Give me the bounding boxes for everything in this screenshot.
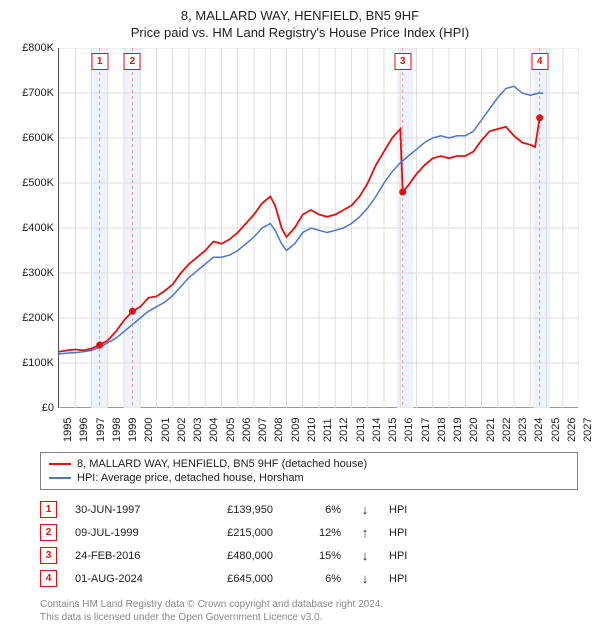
x-tick-label: 2021 bbox=[485, 418, 497, 442]
y-tick-label: £800K bbox=[22, 42, 54, 54]
chart-marker-badge: 1 bbox=[91, 53, 108, 70]
transaction-badge: 4 bbox=[40, 570, 57, 587]
transaction-pct: 15% bbox=[291, 550, 341, 562]
x-tick-label: 2008 bbox=[273, 418, 285, 442]
y-tick-label: £700K bbox=[22, 87, 54, 99]
footer-line-2: This data is licensed under the Open Gov… bbox=[40, 611, 578, 624]
x-tick-label: 2014 bbox=[371, 418, 383, 442]
x-tick-label: 2002 bbox=[176, 418, 188, 442]
transaction-date: 30-JUN-1997 bbox=[75, 504, 175, 516]
plot: 12 3 4 bbox=[58, 48, 578, 408]
arrow-down-icon: ↓ bbox=[359, 548, 371, 563]
x-tick-label: 2004 bbox=[208, 418, 220, 442]
transaction-hpi-label: HPI bbox=[389, 573, 419, 585]
legend-label: HPI: Average price, detached house, Hors… bbox=[77, 472, 304, 484]
chart-marker-badge: 3 bbox=[394, 53, 411, 70]
x-tick-label: 2011 bbox=[322, 418, 334, 442]
y-tick-label: £400K bbox=[22, 222, 54, 234]
x-tick-label: 2017 bbox=[420, 418, 432, 442]
x-axis: 1995 1996 1997 1998 1999 2000 2001 2002 2003 2004… bbox=[58, 408, 578, 448]
transaction-price: £139,950 bbox=[193, 504, 273, 516]
x-tick-label: 2005 bbox=[225, 418, 237, 442]
chart-subtitle: Price paid vs. HM Land Registry's House … bbox=[12, 25, 588, 40]
footer: Contains HM Land Registry data © Crown c… bbox=[40, 598, 578, 624]
legend-item: 8, MALLARD WAY, HENFIELD, BN5 9HF (detac… bbox=[49, 457, 569, 471]
x-tick-label: 1997 bbox=[95, 418, 107, 442]
x-tick-label: 2001 bbox=[160, 418, 172, 442]
x-tick-label: 2018 bbox=[436, 418, 448, 442]
y-tick-label: £200K bbox=[22, 312, 54, 324]
transaction-pct: 6% bbox=[291, 504, 341, 516]
transaction-price: £215,000 bbox=[193, 527, 273, 539]
transaction-badge: 3 bbox=[40, 547, 57, 564]
x-tick-label: 2016 bbox=[403, 418, 415, 442]
transaction-row: 1 30-JUN-1997 £139,950 6% ↓ HPI bbox=[40, 498, 578, 521]
x-tick-label: 2003 bbox=[192, 418, 204, 442]
chart-marker-badge: 2 bbox=[124, 53, 141, 70]
legend: 8, MALLARD WAY, HENFIELD, BN5 9HF (detac… bbox=[40, 452, 578, 490]
transaction-date: 24-FEB-2016 bbox=[75, 550, 175, 562]
y-tick-label: £0 bbox=[42, 402, 54, 414]
legend-swatch bbox=[49, 463, 71, 465]
x-tick-label: 2010 bbox=[306, 418, 318, 442]
y-tick-label: £300K bbox=[22, 267, 54, 279]
transaction-row: 2 09-JUL-1999 £215,000 12% ↑ HPI bbox=[40, 521, 578, 544]
transaction-price: £480,000 bbox=[193, 550, 273, 562]
x-tick-label: 2019 bbox=[452, 418, 464, 442]
chart-title: 8, MALLARD WAY, HENFIELD, BN5 9HF bbox=[12, 8, 588, 23]
x-tick-label: 2024 bbox=[533, 418, 545, 442]
x-tick-label: 2007 bbox=[257, 418, 269, 442]
transaction-hpi-label: HPI bbox=[389, 550, 419, 562]
y-axis: £0£100K£200K£300K£400K£500K£600K£700K£80… bbox=[12, 48, 56, 408]
chart-container: 8, MALLARD WAY, HENFIELD, BN5 9HF Price … bbox=[0, 0, 600, 634]
legend-item: HPI: Average price, detached house, Hors… bbox=[49, 471, 569, 485]
arrow-up-icon: ↑ bbox=[359, 525, 371, 540]
x-tick-label: 1996 bbox=[78, 418, 90, 442]
x-tick-label: 1998 bbox=[111, 418, 123, 442]
x-tick-label: 2006 bbox=[241, 418, 253, 442]
transaction-hpi-label: HPI bbox=[389, 504, 419, 516]
transaction-date: 09-JUL-1999 bbox=[75, 527, 175, 539]
y-tick-label: £600K bbox=[22, 132, 54, 144]
transaction-pct: 6% bbox=[291, 573, 341, 585]
plot-svg bbox=[59, 48, 579, 408]
x-tick-label: 1995 bbox=[62, 418, 74, 442]
arrow-down-icon: ↓ bbox=[359, 502, 371, 517]
transactions-table: 1 30-JUN-1997 £139,950 6% ↓ HPI 2 09-JUL-1999 £2… bbox=[40, 498, 578, 590]
transaction-badge: 2 bbox=[40, 524, 57, 541]
arrow-down-icon: ↓ bbox=[359, 571, 371, 586]
transaction-row: 4 01-AUG-2024 £645,000 6% ↓ HPI bbox=[40, 567, 578, 590]
x-tick-label: 2015 bbox=[387, 418, 399, 442]
legend-label: 8, MALLARD WAY, HENFIELD, BN5 9HF (detac… bbox=[77, 458, 367, 470]
plot-area: £0£100K£200K£300K£400K£500K£600K£700K£80… bbox=[58, 48, 578, 408]
x-tick-label: 2027 bbox=[582, 418, 594, 442]
y-tick-label: £100K bbox=[22, 357, 54, 369]
x-tick-label: 2009 bbox=[290, 418, 302, 442]
legend-swatch bbox=[49, 477, 71, 479]
x-tick-label: 2023 bbox=[517, 418, 529, 442]
transaction-date: 01-AUG-2024 bbox=[75, 573, 175, 585]
x-tick-label: 2020 bbox=[468, 418, 480, 442]
x-tick-label: 2013 bbox=[355, 418, 367, 442]
x-tick-label: 2022 bbox=[501, 418, 513, 442]
transaction-badge: 1 bbox=[40, 501, 57, 518]
y-tick-label: £500K bbox=[22, 177, 54, 189]
transaction-price: £645,000 bbox=[193, 573, 273, 585]
transaction-pct: 12% bbox=[291, 527, 341, 539]
chart-marker-badge: 4 bbox=[531, 53, 548, 70]
x-tick-label: 2026 bbox=[566, 418, 578, 442]
footer-line-1: Contains HM Land Registry data © Crown c… bbox=[40, 598, 578, 611]
x-tick-label: 1999 bbox=[127, 418, 139, 442]
transaction-row: 3 24-FEB-2016 £480,000 15% ↓ HPI bbox=[40, 544, 578, 567]
transaction-hpi-label: HPI bbox=[389, 527, 419, 539]
x-tick-label: 2025 bbox=[550, 418, 562, 442]
x-tick-label: 2012 bbox=[338, 418, 350, 442]
x-tick-label: 2000 bbox=[143, 418, 155, 442]
